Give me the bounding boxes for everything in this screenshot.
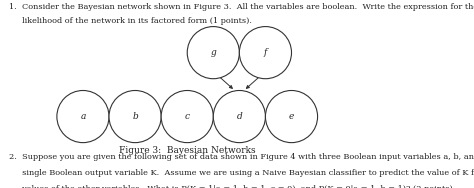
Text: a: a xyxy=(80,112,86,121)
Text: g: g xyxy=(210,48,216,57)
Ellipse shape xyxy=(187,27,239,79)
Text: 2.  Suppose you are given the following set of data shown in Figure 4 with three: 2. Suppose you are given the following s… xyxy=(9,153,474,161)
Text: e: e xyxy=(289,112,294,121)
Text: 1.  Consider the Bayesian network shown in Figure 3.  All the variables are bool: 1. Consider the Bayesian network shown i… xyxy=(9,3,474,11)
Ellipse shape xyxy=(161,90,213,143)
Text: f: f xyxy=(264,48,267,57)
Text: Figure 3:  Bayesian Networks: Figure 3: Bayesian Networks xyxy=(119,146,255,155)
Text: c: c xyxy=(185,112,190,121)
Ellipse shape xyxy=(213,90,265,143)
Text: likelihood of the network in its factored form (1 points).: likelihood of the network in its factore… xyxy=(9,17,253,25)
Ellipse shape xyxy=(265,90,318,143)
Text: single Boolean output variable K.  Assume we are using a Naive Bayesian classifi: single Boolean output variable K. Assume… xyxy=(9,169,474,177)
Text: values of the other variables.  What is P(K = 1|a = 1, b = 1, c = 0), and P(K = : values of the other variables. What is P… xyxy=(9,185,453,188)
Text: b: b xyxy=(132,112,138,121)
Ellipse shape xyxy=(239,27,292,79)
Ellipse shape xyxy=(109,90,161,143)
Ellipse shape xyxy=(57,90,109,143)
Text: d: d xyxy=(237,112,242,121)
